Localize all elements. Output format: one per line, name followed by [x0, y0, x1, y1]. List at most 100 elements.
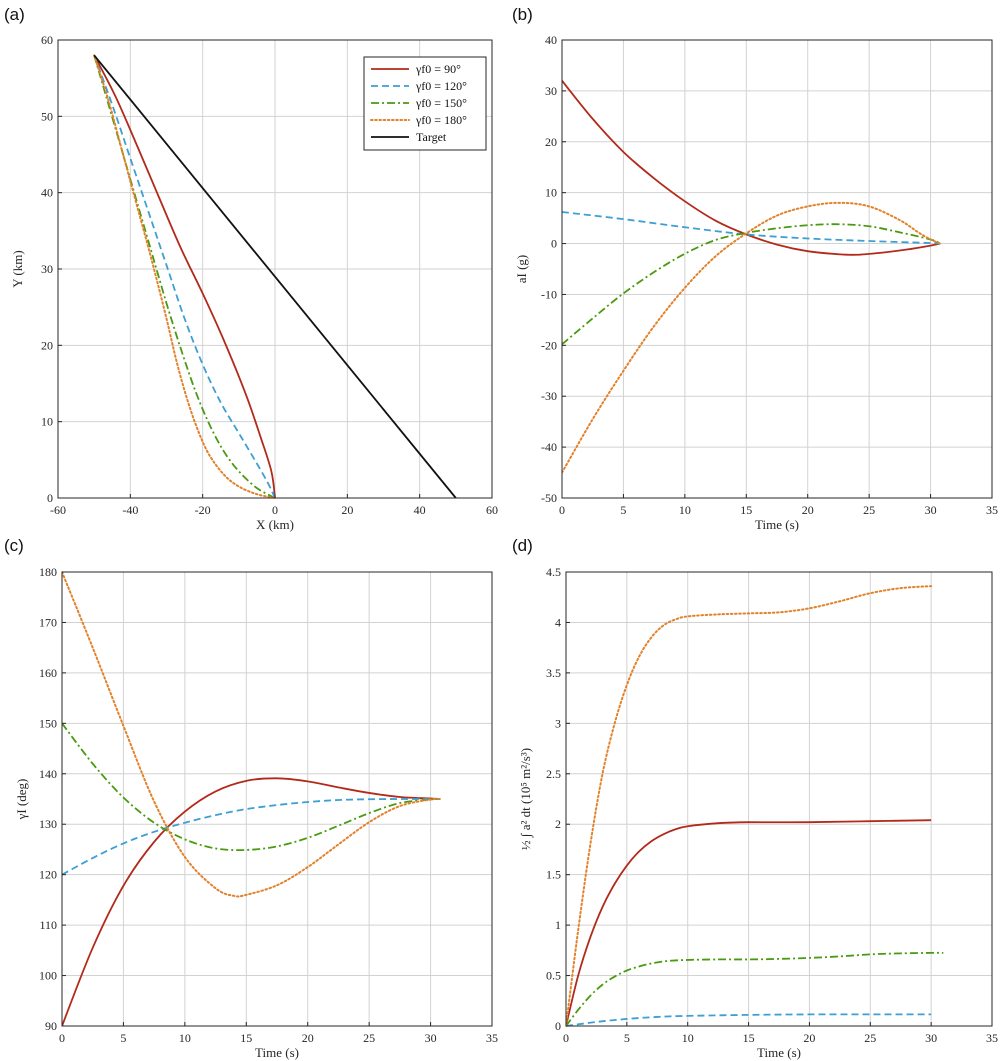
- panel-label: (c): [4, 536, 24, 555]
- x-tick-label: -60: [50, 503, 66, 517]
- y-tick-label: 1: [555, 918, 561, 932]
- panel-4: (d) 0 5 10 15 20 25 30 35 0 0.5 1 1.5 2 2.5 3 3.5 4 4.5 Tim…: [512, 536, 998, 1060]
- x-tick-label: 35: [986, 1031, 998, 1045]
- y-tick-label: 0: [551, 237, 557, 251]
- legend-label-g90: γf0 = 90°: [415, 62, 461, 76]
- y-tick-label: 90: [45, 1019, 57, 1033]
- plot-frame: [565, 571, 993, 1027]
- y-tick-label: 120: [39, 868, 57, 882]
- series-group: [93, 54, 457, 499]
- y-tick-label: 180: [39, 565, 57, 579]
- panel-label: (a): [4, 5, 25, 24]
- grid-lines: [565, 571, 993, 1027]
- x-tick-label: 20: [302, 1031, 314, 1045]
- x-tick-label: 5: [624, 1031, 630, 1045]
- y-tick-label: 110: [39, 918, 57, 932]
- series-group: [562, 80, 942, 474]
- y-axis-label: Y (km): [10, 250, 25, 287]
- x-tick-label: 10: [682, 1031, 694, 1045]
- panel-3: (c) 0 5 10 15 20 25 30 35 90 100 110 120 130 140 150 160…: [4, 536, 498, 1060]
- y-tick-label: 40: [41, 186, 53, 200]
- y-tick-label: 30: [41, 262, 53, 276]
- plot-frame: [61, 571, 493, 1027]
- y-tick-label: 30: [545, 84, 557, 98]
- x-tick-label: 25: [363, 1031, 375, 1045]
- series-line-g180: [566, 585, 933, 1027]
- series-line-g90: [566, 819, 932, 1027]
- x-tick-label: 30: [925, 503, 937, 517]
- y-tick-label: 0: [555, 1019, 561, 1033]
- x-tick-label: 10: [679, 503, 691, 517]
- series-line-g90: [62, 777, 441, 1027]
- y-tick-label: 60: [41, 33, 53, 47]
- series-line-g120: [566, 1013, 932, 1027]
- x-tick-label: 0: [563, 1031, 569, 1045]
- y-tick-label: 160: [39, 666, 57, 680]
- x-tick-label: 20: [803, 1031, 815, 1045]
- x-axis-label: Time (s): [757, 1045, 801, 1060]
- y-tick-label: 150: [39, 716, 57, 730]
- y-tick-label: -10: [541, 287, 557, 301]
- series-line-g150: [566, 951, 944, 1027]
- x-tick-label: 35: [486, 1031, 498, 1045]
- y-axis-label: aI (g): [514, 255, 529, 284]
- x-tick-label: 20: [341, 503, 353, 517]
- x-tick-label: 30: [925, 1031, 937, 1045]
- x-tick-label: -20: [195, 503, 211, 517]
- y-tick-label: 1.5: [546, 868, 561, 882]
- y-tick-label: 0.5: [546, 969, 561, 983]
- legend-box: [363, 56, 487, 151]
- y-tick-label: 170: [39, 615, 57, 629]
- y-tick-label: 4.5: [546, 565, 561, 579]
- x-tick-label: 30: [425, 1031, 437, 1045]
- x-tick-label: 0: [272, 503, 278, 517]
- y-tick-label: -40: [541, 440, 557, 454]
- series-line-g150: [562, 223, 941, 346]
- plot-frame: [561, 39, 993, 499]
- x-tick-label: 0: [59, 1031, 65, 1045]
- series-line-g120: [93, 54, 276, 499]
- x-tick-label: 20: [802, 503, 814, 517]
- series-line-g180: [562, 201, 942, 474]
- series-line-g120: [62, 798, 441, 876]
- x-tick-label: -40: [122, 503, 138, 517]
- y-tick-label: -30: [541, 389, 557, 403]
- series-line-g180: [62, 571, 442, 898]
- panel-2: (b) 0 5 10 15 20 25 30 35 -50 -40 -30 -20 -10 0 10 20 30 4…: [512, 5, 998, 532]
- x-axis-label: Time (s): [255, 1045, 299, 1060]
- x-tick-label: 0: [559, 503, 565, 517]
- x-tick-label: 15: [743, 1031, 755, 1045]
- y-axis-label: γI (deg): [14, 779, 29, 821]
- series-line-g150: [93, 55, 276, 499]
- series-group: [62, 571, 442, 1027]
- x-tick-label: 15: [240, 1031, 252, 1045]
- grid-lines: [561, 39, 993, 499]
- x-tick-label: 35: [986, 503, 998, 517]
- series-line-g150: [62, 722, 441, 852]
- series-line-g90: [562, 80, 941, 256]
- y-tick-label: -20: [541, 338, 557, 352]
- x-tick-label: 40: [414, 503, 426, 517]
- panel-label: (d): [512, 536, 533, 555]
- x-tick-label: 10: [179, 1031, 191, 1045]
- y-tick-label: 40: [545, 33, 557, 47]
- y-tick-label: -50: [541, 491, 557, 505]
- legend-label-g180: γf0 = 180°: [415, 113, 467, 127]
- y-tick-label: 2: [555, 817, 561, 831]
- series-line-g120: [562, 211, 941, 245]
- legend-label-g120: γf0 = 120°: [415, 79, 467, 93]
- legend-label-target: Target: [416, 130, 447, 144]
- x-tick-label: 60: [486, 503, 498, 517]
- y-tick-label: 20: [41, 338, 53, 352]
- y-tick-label: 10: [545, 186, 557, 200]
- series-line-g90: [93, 54, 276, 499]
- y-tick-label: 20: [545, 135, 557, 149]
- y-tick-label: 2.5: [546, 767, 561, 781]
- panel-label: (b): [512, 5, 533, 24]
- series-group: [566, 585, 944, 1027]
- y-axis-label: ½ ∫ a² dt (10⁵ m²/s³): [518, 748, 534, 850]
- y-tick-label: 140: [39, 767, 57, 781]
- series-line-g180: [93, 54, 276, 499]
- x-tick-label: 25: [864, 1031, 876, 1045]
